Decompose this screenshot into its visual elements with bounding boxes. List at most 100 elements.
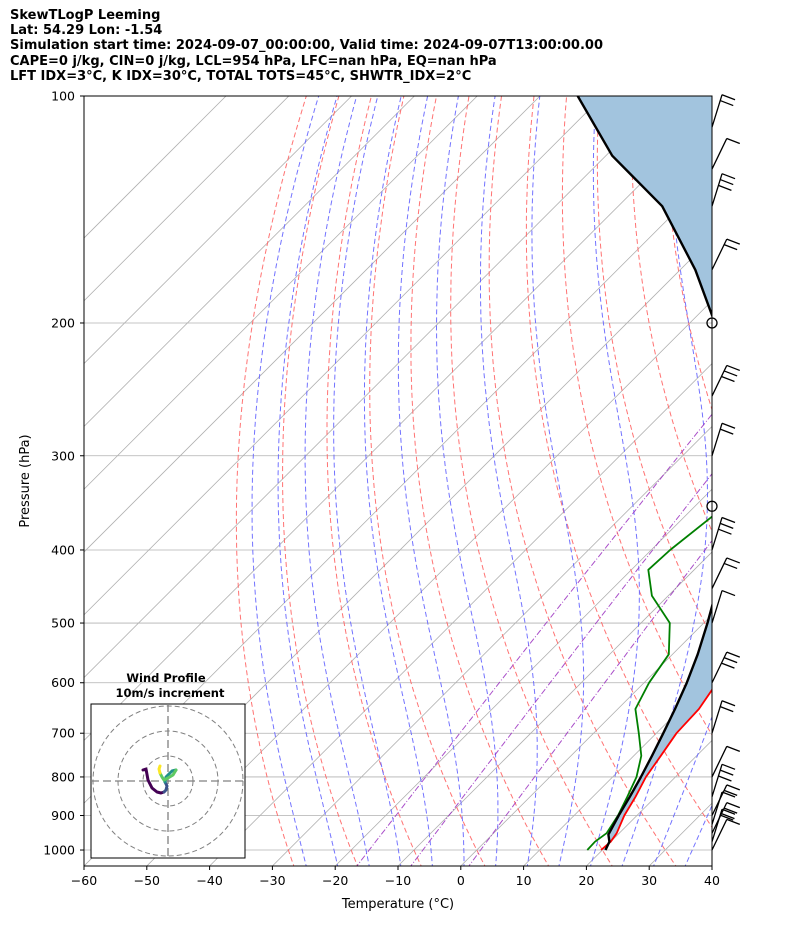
isotherm-line (84, 96, 604, 616)
barb-shaft (711, 238, 728, 271)
y-axis-label: Pressure (hPa) (18, 434, 33, 527)
wind-barb (711, 700, 736, 734)
x-tick-label: −20 (322, 873, 348, 888)
cape-area (577, 96, 712, 850)
hodograph-plot (91, 704, 245, 858)
isotherm-line (84, 96, 667, 679)
y-tick-label: 200 (51, 315, 75, 330)
barb-shaft (711, 764, 723, 797)
isotherm-line (271, 425, 712, 866)
x-tick-label: −30 (259, 873, 285, 888)
dry-adiabat-line (369, 96, 486, 866)
x-tick-label: 40 (704, 873, 720, 888)
moist-adiabat-line (251, 96, 320, 866)
dry-adiabat-line (282, 96, 359, 866)
hodograph-subtitle: 10m/s increment (116, 686, 225, 700)
wind-barb (711, 238, 741, 271)
isotherm-line (209, 363, 712, 866)
barb-shaft (711, 517, 723, 551)
dry-adiabat-line (525, 96, 712, 829)
x-tick-label: −60 (71, 873, 97, 888)
wind-barbs (706, 94, 741, 851)
mixing-ratio-line (356, 413, 712, 866)
barb-flag (720, 705, 734, 713)
y-tick-label: 800 (51, 769, 75, 784)
dry-adiabat-line (488, 96, 677, 866)
temperature-line (600, 688, 712, 851)
barb-shaft (711, 700, 723, 734)
barb-shaft (711, 746, 728, 778)
barb-flag (721, 173, 736, 180)
calm-wind-circle (706, 317, 718, 329)
barb-flag (720, 522, 734, 529)
isotherm-line (146, 300, 712, 866)
barb-flag (720, 178, 734, 186)
wind-barb (711, 763, 736, 797)
barb-flag (718, 775, 732, 782)
barb-shaft (711, 365, 728, 397)
hodograph-trace (158, 768, 178, 782)
dry-adiabat-line (450, 96, 613, 866)
y-tick-label: 100 (51, 89, 75, 104)
barb-flag (723, 244, 738, 251)
calm-wind-circle (706, 500, 718, 512)
chart-title: SkewTLogP Leeming (10, 8, 161, 23)
wind-barb (711, 364, 741, 397)
wind-barb (711, 94, 736, 128)
hodograph-title: Wind Profile (126, 671, 206, 685)
barb-flag (726, 784, 741, 791)
barb-flag (726, 238, 741, 245)
time-line: Simulation start time: 2024-09-07_00:00:… (10, 38, 603, 54)
barb-flag (720, 428, 734, 435)
cape-line: CAPE=0 j/kg, CIN=0 j/kg, LCL=954 hPa, LF… (10, 53, 497, 69)
isotherm-line (84, 96, 415, 427)
moist-adiabat-line (277, 96, 339, 866)
moist-adiabat-line (684, 804, 712, 866)
barb-flag (726, 557, 741, 564)
x-tick-label: 30 (641, 873, 657, 888)
moist-adiabat-line (621, 96, 708, 866)
x-tick-label: −40 (196, 873, 222, 888)
wind-barb (711, 173, 736, 207)
isotherm-line (711, 865, 712, 866)
barb-flag (721, 791, 736, 798)
hodograph-trace (141, 767, 166, 795)
dry-adiabat-line (326, 96, 422, 866)
hodograph-trace (157, 764, 162, 775)
x-axis-ticks: −60 −50 −40 −30 −20 −10 0 10 20 30 40 (71, 866, 720, 888)
barb-shaft (711, 557, 728, 589)
barb-shaft (711, 590, 723, 624)
moist-adiabat-line (589, 96, 640, 866)
y-tick-label: 600 (51, 675, 75, 690)
profile-lines (576, 96, 712, 851)
moist-adiabat-line (480, 96, 538, 866)
barb-shaft (711, 94, 723, 128)
x-tick-label: −50 (134, 873, 160, 888)
barb-shaft (711, 173, 723, 207)
barb-shaft (711, 138, 728, 170)
wind-barb (711, 589, 736, 624)
y-tick-label: 900 (51, 808, 75, 823)
y-tick-label: 300 (51, 448, 75, 463)
wind-barb (711, 784, 741, 816)
isotherm-line (397, 551, 712, 866)
barb-flag (723, 807, 738, 814)
y-tick-label: 500 (51, 616, 75, 631)
moist-adiabat-line (653, 715, 712, 866)
isotherm-line (772, 79, 794, 869)
x-axis-label: Temperature (°C) (341, 897, 454, 912)
dry-adiabat-line (235, 96, 307, 866)
moist-adiabat-line (397, 96, 465, 866)
mixing-ratio-line (468, 539, 712, 866)
dry-adiabat-line (410, 96, 550, 866)
dewpoint-line (586, 515, 712, 851)
barb-flag (721, 763, 736, 770)
barb-flag (721, 516, 736, 524)
moist-adiabat-line (304, 96, 370, 866)
barb-flag (721, 808, 736, 815)
barb-flag (721, 94, 736, 101)
moist-adiabat-line (363, 96, 433, 866)
location-line: Lat: 54.29 Lon: -1.54 (10, 23, 163, 39)
dry-adiabat-line (760, 79, 794, 869)
wind-barb (711, 802, 741, 834)
